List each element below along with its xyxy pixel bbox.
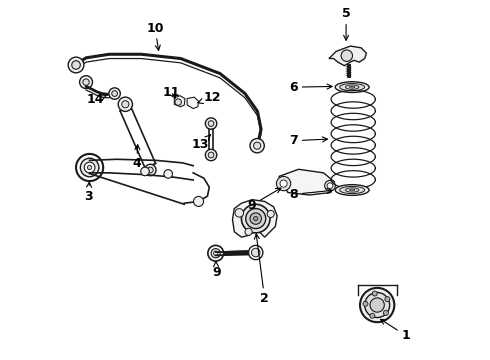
Circle shape	[79, 76, 93, 89]
Circle shape	[145, 164, 156, 176]
Circle shape	[250, 139, 264, 153]
Text: 8: 8	[290, 188, 332, 201]
Circle shape	[208, 121, 214, 126]
Text: 9: 9	[248, 188, 281, 212]
Circle shape	[109, 88, 121, 99]
Text: 6: 6	[290, 81, 332, 94]
Circle shape	[122, 101, 129, 108]
Ellipse shape	[349, 86, 355, 88]
Circle shape	[214, 251, 218, 255]
Text: 1: 1	[381, 319, 410, 342]
Circle shape	[88, 165, 92, 170]
Circle shape	[118, 97, 132, 111]
Circle shape	[360, 288, 394, 322]
Ellipse shape	[335, 82, 369, 93]
Polygon shape	[232, 200, 277, 237]
Circle shape	[325, 180, 335, 191]
Text: 3: 3	[84, 182, 93, 203]
Circle shape	[365, 293, 390, 318]
Circle shape	[76, 154, 103, 181]
Polygon shape	[174, 96, 185, 107]
Polygon shape	[187, 97, 198, 109]
Ellipse shape	[349, 189, 355, 191]
Circle shape	[250, 213, 262, 224]
Text: 4: 4	[132, 145, 141, 170]
Circle shape	[72, 61, 80, 69]
Circle shape	[370, 298, 384, 312]
Circle shape	[205, 118, 217, 129]
Ellipse shape	[340, 84, 365, 91]
Circle shape	[147, 167, 153, 173]
Ellipse shape	[345, 85, 359, 89]
Circle shape	[248, 246, 263, 260]
Circle shape	[253, 142, 261, 149]
Circle shape	[384, 310, 389, 315]
Polygon shape	[279, 169, 334, 195]
Circle shape	[251, 248, 260, 257]
Circle shape	[253, 216, 258, 221]
Circle shape	[112, 91, 118, 96]
Circle shape	[164, 170, 172, 178]
Circle shape	[68, 57, 84, 73]
Circle shape	[327, 183, 333, 189]
Circle shape	[80, 158, 99, 177]
Ellipse shape	[340, 186, 365, 194]
Text: 12: 12	[198, 91, 221, 104]
Circle shape	[83, 79, 89, 85]
Circle shape	[84, 162, 95, 173]
Text: 5: 5	[342, 8, 350, 40]
Circle shape	[211, 249, 220, 258]
Circle shape	[208, 152, 214, 158]
Circle shape	[341, 50, 352, 62]
Circle shape	[280, 180, 287, 187]
Text: 2: 2	[254, 234, 269, 305]
Polygon shape	[329, 46, 367, 66]
Text: 10: 10	[146, 22, 164, 50]
Ellipse shape	[345, 188, 359, 192]
Text: 13: 13	[192, 135, 211, 152]
Circle shape	[370, 313, 375, 318]
Circle shape	[235, 208, 244, 217]
Circle shape	[245, 228, 252, 235]
Circle shape	[205, 149, 217, 161]
Circle shape	[372, 291, 377, 296]
Circle shape	[385, 297, 390, 302]
Circle shape	[267, 210, 274, 217]
Text: 9: 9	[212, 261, 220, 279]
Ellipse shape	[335, 185, 369, 195]
Text: 14: 14	[87, 93, 107, 106]
Circle shape	[141, 167, 149, 176]
Text: 7: 7	[290, 134, 327, 147]
Text: 11: 11	[163, 86, 180, 99]
Circle shape	[245, 208, 266, 229]
Circle shape	[363, 301, 368, 306]
Circle shape	[242, 204, 270, 233]
Circle shape	[276, 176, 291, 191]
Circle shape	[175, 99, 181, 105]
Circle shape	[194, 197, 203, 206]
Circle shape	[208, 246, 223, 261]
